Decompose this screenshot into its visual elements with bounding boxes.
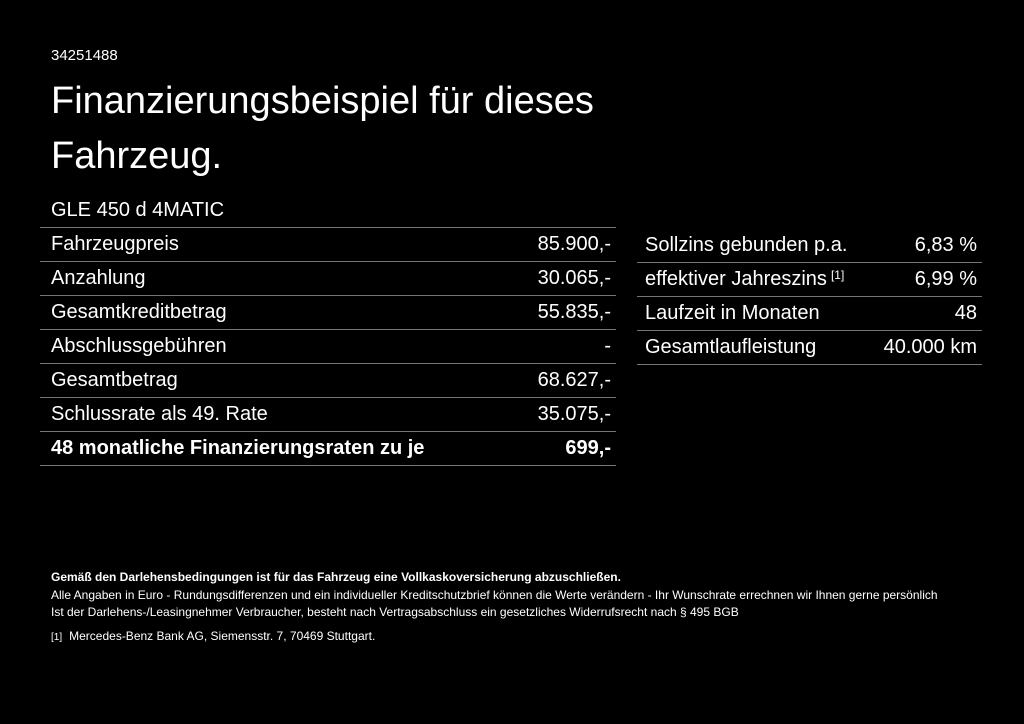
row-value: 6,99 %	[914, 268, 977, 290]
insurance-note: Gemäß den Darlehensbedingungen ist für d…	[51, 570, 621, 584]
finance-row: Anzahlung 30.065,-	[40, 262, 616, 296]
condition-row: Sollzins gebunden p.a. 6,83 %	[637, 229, 982, 263]
finance-row: Abschlussgebühren -	[40, 330, 616, 364]
condition-row: Gesamtlaufleistung 40.000 km	[637, 331, 982, 365]
finance-row: Fahrzeugpreis 85.900,-	[40, 228, 616, 262]
row-label: Gesamtlaufleistung	[645, 336, 817, 358]
finance-table: GLE 450 d 4MATIC Fahrzeugpreis 85.900,- An…	[40, 194, 616, 466]
finance-row: Gesamtbetrag 68.627,-	[40, 364, 616, 398]
footnote-marker: [1]	[51, 631, 63, 643]
row-label: Gesamtkreditbetrag	[51, 301, 227, 323]
condition-row: effektiver Jahreszins [1] 6,99 %	[637, 263, 982, 297]
legal-footer: Gemäß den Darlehensbedingungen ist für d…	[51, 569, 991, 646]
row-label: Schlussrate als 49. Rate	[51, 403, 268, 425]
row-label: 48 monatliche Finanzierungsraten zu je	[51, 437, 425, 459]
footnote-text: Mercedes-Benz Bank AG, Siemensstr. 7, 70…	[69, 628, 376, 643]
disclaimer-line-1: Alle Angaben in Euro - Rundungsdifferenz…	[51, 587, 938, 602]
row-label: Gesamtbetrag	[51, 369, 178, 391]
conditions-table-rows: Sollzins gebunden p.a. 6,83 % effektiver J…	[637, 229, 982, 365]
finance-table-rows: Fahrzeugpreis 85.900,- Anzahlung 30.065,- Ge…	[40, 228, 616, 466]
footnote-reference: [1]	[830, 268, 845, 282]
row-value: 35.075,-	[537, 403, 611, 425]
row-value: 699,-	[565, 437, 611, 459]
conditions-table: Sollzins gebunden p.a. 6,83 % effektiver J…	[637, 229, 982, 365]
vehicle-model-row: GLE 450 d 4MATIC	[40, 194, 616, 228]
row-label: effektiver Jahreszins [1]	[645, 268, 845, 290]
row-value: 6,83 %	[914, 234, 977, 256]
finance-row: Schlussrate als 49. Rate 35.075,-	[40, 398, 616, 432]
row-value: 48	[954, 302, 977, 324]
row-value: 30.065,-	[537, 267, 611, 289]
row-value: -	[604, 335, 611, 357]
row-label: Laufzeit in Monaten	[645, 302, 820, 324]
row-value: 85.900,-	[537, 233, 611, 255]
row-value: 55.835,-	[537, 301, 611, 323]
condition-row: Laufzeit in Monaten 48	[637, 297, 982, 331]
row-label: Sollzins gebunden p.a.	[645, 234, 848, 256]
document-id: 34251488	[51, 47, 118, 64]
finance-row: Gesamtkreditbetrag 55.835,-	[40, 296, 616, 330]
row-value: 68.627,-	[537, 369, 611, 391]
vehicle-model: GLE 450 d 4MATIC	[51, 199, 225, 221]
page-title: Finanzierungsbeispiel für dieses Fahrzeu…	[51, 80, 594, 177]
footnote: [1] Mercedes-Benz Bank AG, Siemensstr. 7,…	[51, 628, 991, 647]
row-label: Anzahlung	[51, 267, 146, 289]
row-value: 40.000 km	[883, 336, 977, 358]
row-label: Fahrzeugpreis	[51, 233, 179, 255]
row-label: Abschlussgebühren	[51, 335, 227, 357]
disclaimer-line-2: Ist der Darlehens-/Leasingnehmer Verbrau…	[51, 605, 739, 619]
finance-row: 48 monatliche Finanzierungsraten zu je 69…	[40, 432, 616, 466]
